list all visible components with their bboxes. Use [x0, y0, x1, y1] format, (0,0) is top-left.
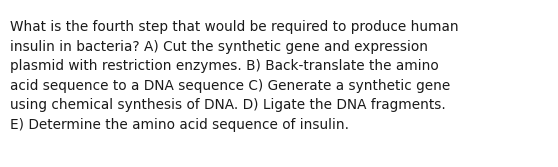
Text: What is the fourth step that would be required to produce human
insulin in bacte: What is the fourth step that would be re…: [10, 20, 459, 132]
